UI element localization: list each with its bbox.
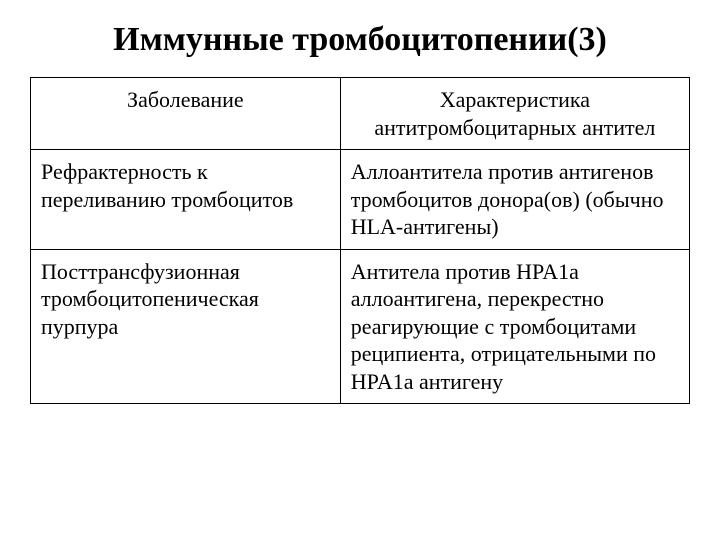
cell-characteristic: Антитела против HPA1a аллоантигена, пере… [340, 249, 689, 404]
header-characteristic: Характеристика антитромбоцитарных антите… [340, 78, 689, 150]
header-row: Заболевание Характеристика антитромбоцит… [31, 78, 690, 150]
header-disease: Заболевание [31, 78, 341, 150]
page-title: Иммунные тромбоцитопении(3) [30, 20, 690, 59]
cell-disease: Рефрактерность к переливанию тромбоцитов [31, 150, 341, 250]
cell-characteristic: Аллоантитела против антигенов тромбоцито… [340, 150, 689, 250]
data-table: Заболевание Характеристика антитромбоцит… [30, 77, 690, 404]
cell-disease: Посттрансфузионная тромбоцитопеническая … [31, 249, 341, 404]
table-row: Рефрактерность к переливанию тромбоцитов… [31, 150, 690, 250]
table-row: Посттрансфузионная тромбоцитопеническая … [31, 249, 690, 404]
